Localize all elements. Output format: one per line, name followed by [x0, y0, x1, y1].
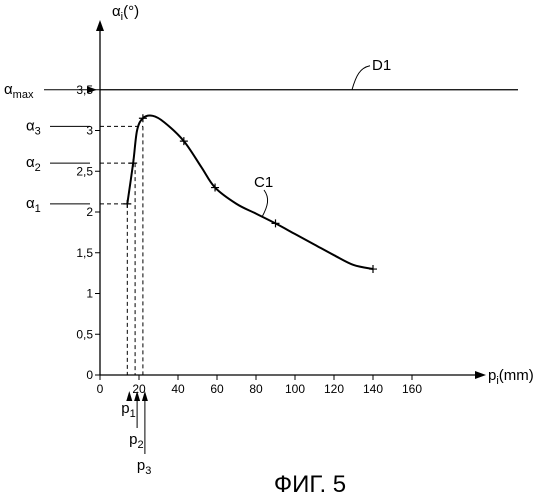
x-ticks-group: 0 20 40 60 80 100 120 140 160	[97, 375, 423, 396]
y-axis-label: αi(°)	[112, 3, 139, 23]
axes-group	[96, 20, 486, 379]
alpha-3-label: α3	[26, 117, 41, 137]
x-tick-label: 60	[210, 382, 224, 396]
p-2-label-subscript: 2	[137, 439, 143, 451]
alpha-max-label-subscript: max	[13, 89, 34, 101]
d1-leader-line	[352, 66, 370, 90]
alpha-1-label-subscript: 1	[35, 203, 41, 215]
alpha-3-label-symbol: α	[26, 117, 35, 134]
alpha-max-label-symbol: α	[4, 81, 13, 98]
x-axis-label-unit: (mm)	[499, 367, 534, 384]
p-2-label: p2	[129, 431, 143, 451]
x-axis-label-symbol: p	[488, 367, 496, 384]
p-1-label-symbol: p	[121, 400, 129, 417]
y-tick-label: 0,5	[76, 327, 93, 341]
y-axis-label-unit: (°)	[123, 3, 139, 20]
alpha-2-label-symbol: α	[26, 154, 35, 171]
x-tick-label: 100	[285, 382, 305, 396]
y-tick-label: 0	[86, 368, 93, 382]
y-tick-label: 3	[86, 124, 93, 138]
y-tick-label: 1	[86, 287, 93, 301]
p-1-label: p1	[121, 400, 135, 420]
x-tick-label: 0	[97, 382, 104, 396]
y-tick-label: 2	[86, 205, 93, 219]
alpha-1-label-symbol: α	[26, 195, 35, 212]
y-tick-label: 2,5	[76, 164, 93, 178]
y-axis-arrowhead	[96, 20, 104, 31]
d1-label: D1	[372, 57, 391, 74]
x-tick-label: 140	[363, 382, 383, 396]
x-tick-label: 20	[132, 382, 146, 396]
p-2-label-symbol: p	[129, 431, 137, 448]
p-1-label-subscript: 1	[130, 408, 136, 420]
alpha-max-label: αmax	[4, 81, 34, 101]
alpha-1-label: α1	[26, 195, 41, 215]
x-axis-label: pi(mm)	[488, 367, 534, 387]
y-tick-label: 1,5	[76, 246, 93, 260]
p-3-label-symbol: p	[137, 457, 145, 474]
x-tick-label: 160	[402, 382, 422, 396]
c1-point-marker	[369, 265, 377, 273]
alpha-2-label: α2	[26, 154, 41, 174]
x-tick-label: 40	[171, 382, 185, 396]
alpha-3-label-subscript: 3	[35, 125, 41, 137]
x-axis-arrowhead	[475, 371, 486, 379]
c1-label: C1	[254, 174, 273, 191]
x-tick-label: 120	[324, 382, 344, 396]
x-tick-label: 80	[249, 382, 263, 396]
c1-point-marker	[272, 219, 280, 227]
p-3-label: p3	[137, 457, 151, 477]
c1-point-marker	[129, 159, 137, 167]
c1-curve	[127, 116, 373, 269]
y-axis-label-symbol: α	[112, 3, 121, 20]
c1-series-group: C1	[123, 114, 377, 273]
y-ticks-group: 00,511,522,533,5	[76, 83, 100, 382]
c1-leader-line	[262, 190, 268, 217]
p-3-label-subscript: 3	[145, 465, 151, 477]
c1-point-marker	[123, 200, 131, 208]
alpha-2-label-subscript: 2	[35, 162, 41, 174]
figure-caption: ФИГ. 5	[274, 471, 346, 498]
